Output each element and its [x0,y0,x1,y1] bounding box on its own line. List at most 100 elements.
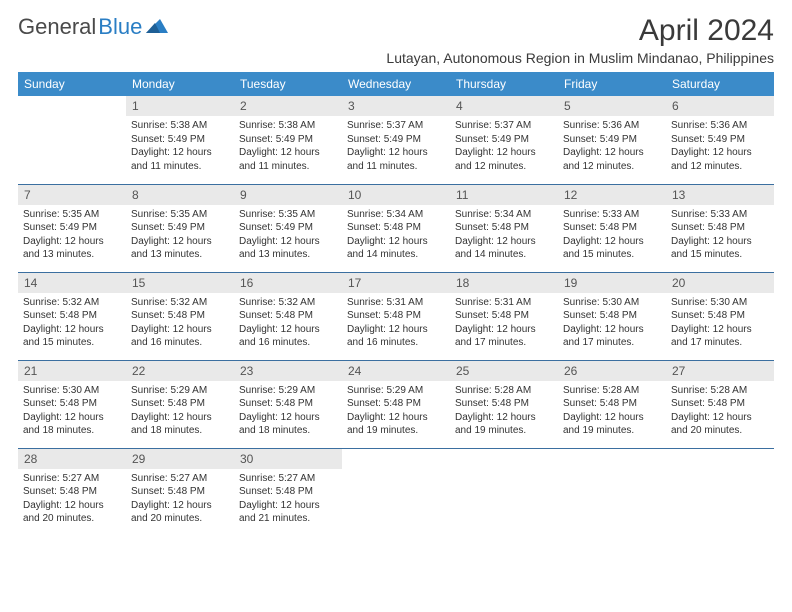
daylight-line1: Daylight: 12 hours [239,323,337,337]
day-number: 30 [234,449,342,469]
day-body: Sunrise: 5:28 AMSunset: 5:48 PMDaylight:… [558,381,666,442]
daylight-line2: and 13 minutes. [23,248,121,262]
daylight-line1: Daylight: 12 hours [563,323,661,337]
day-number: 27 [666,361,774,381]
day-number: 26 [558,361,666,381]
daylight-line2: and 16 minutes. [347,336,445,350]
day-body: Sunrise: 5:38 AMSunset: 5:49 PMDaylight:… [234,116,342,177]
sunrise-text: Sunrise: 5:32 AM [23,296,121,310]
day-body: Sunrise: 5:37 AMSunset: 5:49 PMDaylight:… [450,116,558,177]
daylight-line1: Daylight: 12 hours [239,411,337,425]
calendar-cell: .. [450,448,558,536]
page-header: GeneralBlue April 2024 Lutayan, Autonomo… [18,14,774,66]
daylight-line1: Daylight: 12 hours [23,499,121,513]
day-number: 25 [450,361,558,381]
day-body: Sunrise: 5:31 AMSunset: 5:48 PMDaylight:… [450,293,558,354]
calendar-cell: .. [666,448,774,536]
daylight-line1: Daylight: 12 hours [563,146,661,160]
day-number: 4 [450,96,558,116]
weekday-header: Thursday [450,72,558,96]
calendar-cell: 27Sunrise: 5:28 AMSunset: 5:48 PMDayligh… [666,360,774,448]
calendar-cell: 18Sunrise: 5:31 AMSunset: 5:48 PMDayligh… [450,272,558,360]
daylight-line1: Daylight: 12 hours [455,146,553,160]
sunrise-text: Sunrise: 5:31 AM [455,296,553,310]
calendar-cell: 23Sunrise: 5:29 AMSunset: 5:48 PMDayligh… [234,360,342,448]
day-body: Sunrise: 5:28 AMSunset: 5:48 PMDaylight:… [666,381,774,442]
daylight-line2: and 16 minutes. [239,336,337,350]
sunrise-text: Sunrise: 5:38 AM [239,119,337,133]
daylight-line1: Daylight: 12 hours [131,499,229,513]
weekday-header: Saturday [666,72,774,96]
calendar-week: 28Sunrise: 5:27 AMSunset: 5:48 PMDayligh… [18,448,774,536]
daylight-line1: Daylight: 12 hours [455,411,553,425]
day-number: 11 [450,185,558,205]
brand-part1: General [18,14,96,40]
day-number: 15 [126,273,234,293]
daylight-line1: Daylight: 12 hours [23,235,121,249]
sunrise-text: Sunrise: 5:38 AM [131,119,229,133]
sunset-text: Sunset: 5:49 PM [131,133,229,147]
sunset-text: Sunset: 5:48 PM [671,309,769,323]
logo-triangle-icon [146,17,168,38]
daylight-line1: Daylight: 12 hours [131,235,229,249]
calendar-cell: 25Sunrise: 5:28 AMSunset: 5:48 PMDayligh… [450,360,558,448]
day-body: Sunrise: 5:30 AMSunset: 5:48 PMDaylight:… [18,381,126,442]
daylight-line2: and 12 minutes. [671,160,769,174]
daylight-line1: Daylight: 12 hours [563,235,661,249]
sunrise-text: Sunrise: 5:29 AM [131,384,229,398]
sunset-text: Sunset: 5:48 PM [239,397,337,411]
day-body: Sunrise: 5:37 AMSunset: 5:49 PMDaylight:… [342,116,450,177]
sunrise-text: Sunrise: 5:30 AM [23,384,121,398]
sunrise-text: Sunrise: 5:30 AM [671,296,769,310]
sunrise-text: Sunrise: 5:34 AM [347,208,445,222]
sunrise-text: Sunrise: 5:27 AM [239,472,337,486]
sunset-text: Sunset: 5:48 PM [671,397,769,411]
calendar-cell: 6Sunrise: 5:36 AMSunset: 5:49 PMDaylight… [666,96,774,184]
sunset-text: Sunset: 5:49 PM [131,221,229,235]
day-body: Sunrise: 5:27 AMSunset: 5:48 PMDaylight:… [18,469,126,530]
daylight-line1: Daylight: 12 hours [347,323,445,337]
day-body: Sunrise: 5:29 AMSunset: 5:48 PMDaylight:… [342,381,450,442]
day-body: Sunrise: 5:32 AMSunset: 5:48 PMDaylight:… [234,293,342,354]
day-body: Sunrise: 5:36 AMSunset: 5:49 PMDaylight:… [666,116,774,177]
calendar-cell: 22Sunrise: 5:29 AMSunset: 5:48 PMDayligh… [126,360,234,448]
calendar-cell: 21Sunrise: 5:30 AMSunset: 5:48 PMDayligh… [18,360,126,448]
day-body: Sunrise: 5:29 AMSunset: 5:48 PMDaylight:… [234,381,342,442]
daylight-line1: Daylight: 12 hours [23,411,121,425]
daylight-line1: Daylight: 12 hours [239,146,337,160]
calendar-cell: 30Sunrise: 5:27 AMSunset: 5:48 PMDayligh… [234,448,342,536]
calendar-cell: 4Sunrise: 5:37 AMSunset: 5:49 PMDaylight… [450,96,558,184]
day-body: Sunrise: 5:35 AMSunset: 5:49 PMDaylight:… [18,205,126,266]
sunset-text: Sunset: 5:48 PM [131,309,229,323]
day-number: 16 [234,273,342,293]
sunset-text: Sunset: 5:48 PM [347,309,445,323]
daylight-line2: and 16 minutes. [131,336,229,350]
calendar-cell: 26Sunrise: 5:28 AMSunset: 5:48 PMDayligh… [558,360,666,448]
day-number: 9 [234,185,342,205]
sunset-text: Sunset: 5:48 PM [671,221,769,235]
daylight-line1: Daylight: 12 hours [347,411,445,425]
daylight-line2: and 21 minutes. [239,512,337,526]
daylight-line2: and 18 minutes. [131,424,229,438]
sunset-text: Sunset: 5:48 PM [347,221,445,235]
daylight-line2: and 11 minutes. [347,160,445,174]
daylight-line2: and 17 minutes. [671,336,769,350]
calendar-cell: 7Sunrise: 5:35 AMSunset: 5:49 PMDaylight… [18,184,126,272]
sunrise-text: Sunrise: 5:32 AM [239,296,337,310]
daylight-line2: and 11 minutes. [239,160,337,174]
calendar-cell: 11Sunrise: 5:34 AMSunset: 5:48 PMDayligh… [450,184,558,272]
day-number: 6 [666,96,774,116]
day-number: 22 [126,361,234,381]
day-number: 3 [342,96,450,116]
calendar-cell: 19Sunrise: 5:30 AMSunset: 5:48 PMDayligh… [558,272,666,360]
calendar-cell: 5Sunrise: 5:36 AMSunset: 5:49 PMDaylight… [558,96,666,184]
sunset-text: Sunset: 5:48 PM [563,221,661,235]
sunrise-text: Sunrise: 5:35 AM [23,208,121,222]
sunrise-text: Sunrise: 5:29 AM [347,384,445,398]
calendar-cell: 14Sunrise: 5:32 AMSunset: 5:48 PMDayligh… [18,272,126,360]
sunset-text: Sunset: 5:49 PM [239,133,337,147]
daylight-line2: and 20 minutes. [131,512,229,526]
daylight-line2: and 20 minutes. [23,512,121,526]
sunrise-text: Sunrise: 5:28 AM [671,384,769,398]
sunrise-text: Sunrise: 5:27 AM [131,472,229,486]
